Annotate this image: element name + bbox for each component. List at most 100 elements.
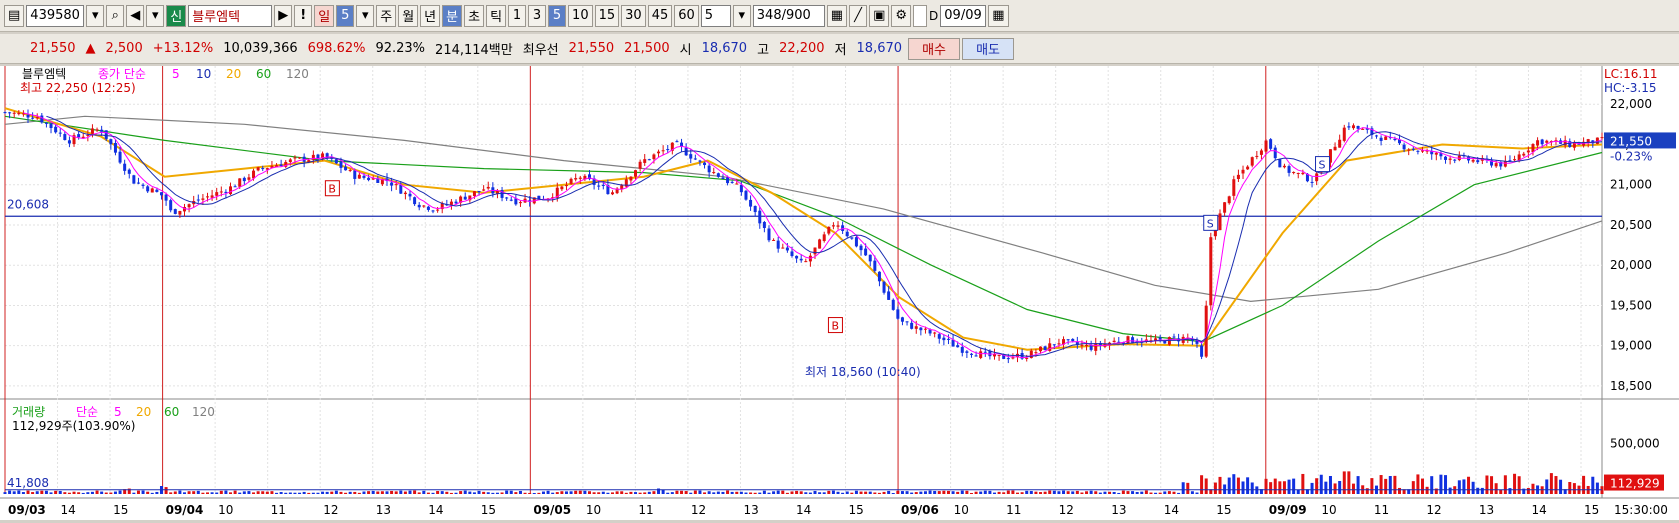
alert-button[interactable]: !	[294, 4, 313, 27]
code-dropdown-icon[interactable]: ▾	[86, 4, 105, 27]
save-icon[interactable]: ▣	[869, 4, 890, 27]
candle-body	[219, 191, 223, 193]
interval-3-button[interactable]: 3	[528, 4, 547, 27]
low-label: 저	[834, 43, 847, 58]
volume-bar	[1002, 492, 1006, 494]
volume-bar	[1259, 489, 1263, 494]
volume-bar	[887, 490, 891, 494]
volume-bar	[422, 490, 426, 494]
candle-body	[1476, 160, 1480, 163]
interval-15-button[interactable]: 15	[594, 4, 620, 27]
volume-bar	[772, 491, 776, 494]
draw-tool-icon[interactable]: ╱	[849, 4, 868, 27]
candle-body	[1167, 337, 1171, 345]
date-input[interactable]: 09/09	[940, 4, 987, 27]
period-tick-button[interactable]: 틱	[486, 4, 507, 27]
candle-body	[1223, 202, 1227, 213]
volume-bar	[933, 490, 937, 494]
candle-body	[270, 166, 274, 168]
candle-body	[380, 179, 384, 185]
speaker-dropdown-icon[interactable]: ▾	[146, 4, 165, 27]
name-arrow-icon[interactable]: ▶	[274, 4, 293, 27]
interval-5-button[interactable]: 5	[548, 4, 567, 27]
grid-icon[interactable]: ▦	[826, 4, 848, 27]
speaker-icon[interactable]: ◀	[126, 4, 145, 27]
menu-icon[interactable]: ▤	[4, 4, 25, 27]
interval-1-button[interactable]: 1	[508, 4, 527, 27]
candle-body	[776, 240, 780, 249]
period-count-button[interactable]: 5	[336, 4, 355, 27]
volume-bar	[229, 492, 233, 494]
volume-bar	[555, 492, 559, 494]
volume-bar	[399, 490, 403, 494]
candle-body	[298, 157, 302, 159]
candle-body	[1158, 337, 1162, 340]
volume-bar	[868, 491, 872, 494]
sell-button[interactable]: 매도	[962, 37, 1015, 60]
stock-name[interactable]: 블루엠텍	[188, 4, 273, 27]
candle-body	[459, 196, 463, 203]
volume-bar	[390, 490, 394, 494]
period-week-button[interactable]: 주	[376, 4, 397, 27]
interval-dropdown-icon[interactable]: ▾	[732, 4, 751, 27]
stock-code-input[interactable]: 439580	[26, 4, 85, 27]
interval-10-button[interactable]: 10	[568, 4, 593, 27]
gear-icon[interactable]: ⚙	[891, 4, 912, 27]
volume-bar	[1287, 479, 1291, 494]
interval-select[interactable]: 5	[700, 4, 731, 27]
volume-bar	[946, 490, 950, 494]
candle-body	[795, 255, 799, 259]
candle-body	[735, 183, 739, 185]
calendar-icon[interactable]: ▦	[988, 4, 1009, 27]
candle-body	[1236, 174, 1240, 179]
candle-body	[40, 115, 44, 123]
volume-bar	[647, 491, 651, 494]
candle-body	[1397, 139, 1401, 144]
volume-bar	[1342, 471, 1346, 494]
candle-body	[960, 346, 964, 353]
interval-60-button[interactable]: 60	[674, 4, 699, 27]
period-day-button[interactable]: 일	[314, 4, 335, 27]
candle-body	[1241, 169, 1245, 174]
candle-body	[394, 184, 398, 186]
period-month-button[interactable]: 월	[398, 4, 419, 27]
candle-body	[505, 197, 509, 199]
candle-body	[1213, 229, 1217, 237]
period-year-button[interactable]: 년	[420, 4, 441, 27]
quote-vol-ratio: 698.62%	[307, 41, 366, 56]
interval-45-button[interactable]: 45	[647, 4, 673, 27]
interval-30-button[interactable]: 30	[621, 4, 646, 27]
quote-amount: 214,114백만	[435, 43, 513, 58]
candle-body	[54, 126, 58, 133]
period-dropdown-icon[interactable]: ▾	[356, 4, 375, 27]
search-icon[interactable]: ⌕	[106, 4, 125, 27]
candle-body	[1301, 172, 1305, 175]
d-checkbox[interactable]	[913, 4, 928, 27]
time-tick-label: 14	[61, 503, 76, 517]
candle-body	[647, 159, 651, 161]
count-field[interactable]: 348/900	[752, 4, 825, 27]
volume-bar	[1131, 491, 1135, 494]
period-second-button[interactable]: 초	[464, 4, 485, 27]
buy-button[interactable]: 매수	[908, 37, 961, 60]
chart-area[interactable]: 22,00021,50021,00020,50020,00019,50019,0…	[0, 66, 1679, 520]
candle-body	[1586, 139, 1590, 144]
candle-body	[8, 112, 12, 114]
candle-body	[463, 196, 467, 200]
candle-body	[937, 334, 941, 339]
volume-bar	[1319, 474, 1323, 494]
volume-bar	[1421, 478, 1425, 494]
volume-note: 112,929주(103.90%)	[12, 419, 135, 433]
period-minute-button[interactable]: 분	[442, 4, 463, 27]
candle-body	[1209, 237, 1213, 306]
candle-body	[518, 202, 522, 204]
candle-body	[252, 170, 256, 179]
volume-bar	[1416, 474, 1420, 494]
volume-bar	[49, 492, 53, 494]
candle-body	[426, 206, 430, 210]
price-tick-label: 20,500	[1610, 218, 1652, 232]
candle-body	[693, 158, 697, 160]
candle-body	[436, 209, 440, 211]
candle-body	[1305, 173, 1309, 182]
candle-body	[362, 175, 366, 178]
